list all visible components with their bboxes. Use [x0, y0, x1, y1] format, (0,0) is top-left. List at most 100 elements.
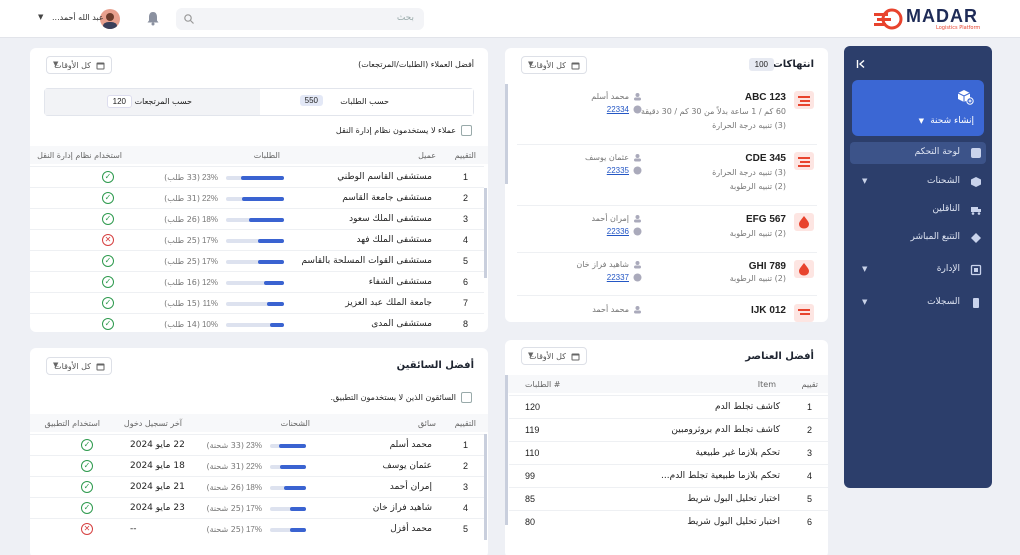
violation-item[interactable]: 789 GHI (2) تنبيه الرطوبة شاهيد فراز خان…: [505, 253, 828, 295]
driver-name: إمران أحمد: [591, 214, 629, 223]
order-percent: 18%: [201, 215, 218, 224]
violation-code: 123 ABC: [744, 92, 786, 103]
shipment-link[interactable]: 22335: [606, 166, 629, 175]
shipments-progress-bar: [270, 507, 306, 511]
tab-count: 120: [106, 95, 132, 108]
search-input[interactable]: بحث: [176, 8, 424, 30]
scrollbar[interactable]: [505, 375, 508, 525]
sidebar-item-carriers[interactable]: الناقلين: [844, 199, 992, 221]
tab-by-orders[interactable]: حسب الطلبات 550: [259, 89, 473, 115]
shipment-link[interactable]: 22334: [606, 105, 629, 114]
check-circle-icon: ✓: [102, 213, 114, 225]
check-circle-icon: ✓: [81, 460, 93, 472]
order-count: 99: [525, 471, 536, 481]
sidebar-item-shipments[interactable]: الشحنات ▼: [844, 171, 992, 193]
table-row[interactable]: 6 اختبار تحليل البول شريط 80: [509, 510, 828, 533]
order-percent: 17%: [201, 236, 218, 245]
truck-icon: [971, 207, 981, 215]
driver-name: عثمان يوسف: [584, 153, 629, 162]
table-row[interactable]: 4 شاهيد فراز خان 17% (25 شحنة) 23 مايو 2024 ✓: [30, 497, 484, 518]
no-tms-checkbox[interactable]: [461, 125, 472, 136]
table-row[interactable]: 8 مستشفى المدى 10% (14 طلب) ✓: [30, 313, 484, 332]
order-count: 80: [525, 517, 536, 527]
rank: 6: [462, 277, 468, 287]
table-row[interactable]: 6 مستشفى الشفاء 12% (16 طلب) ✓: [30, 271, 484, 292]
madar-logo[interactable]: MADAR Logistics Platform: [874, 6, 992, 32]
logo-tagline: Logistics Platform: [936, 25, 981, 31]
violation-item[interactable]: 012 IJK محمد أحمد: [505, 296, 828, 322]
sidebar-item-dashboard[interactable]: لوحة التحكم: [850, 142, 986, 164]
chevron-down-icon: ▼: [53, 361, 59, 369]
time-filter-dropdown[interactable]: كل الأوقات ▼: [46, 357, 112, 375]
violation-item[interactable]: 123 ABC 60 كم / 1 ساعة بدلاً من 30 كم / …: [505, 84, 828, 144]
tab-by-returns[interactable]: حسب المرتجعات 120: [45, 89, 260, 115]
table-header: التقييم عميل الطلبات استخدام نظام إدارة …: [30, 146, 488, 164]
customer-name: جامعة الملك عبد العزيز: [345, 298, 432, 308]
time-filter-dropdown[interactable]: كل الأوقات ▼: [521, 56, 587, 74]
table-row[interactable]: 5 مستشفى القوات المسلحة بالقاسم 17% (25 طلب…: [30, 250, 484, 271]
orders-progress-bar: [226, 176, 284, 180]
shipment-icon: [633, 166, 642, 175]
progress-fill: [289, 528, 306, 532]
no-app-checkbox[interactable]: [461, 392, 472, 403]
sidebar-item-logs[interactable]: السجلات ▼: [844, 292, 992, 314]
order-percent: 11%: [202, 299, 218, 308]
driver-name: شاهيد فراز خان: [576, 260, 629, 269]
table-row[interactable]: 7 جامعة الملك عبد العزيز 11% (15 طلب) ✓: [30, 292, 484, 313]
orders-progress-bar: [226, 197, 284, 201]
table-row[interactable]: 2 مستشفى جامعة القاسم 22% (31 طلب) ✓: [30, 187, 484, 208]
driver-name: محمد أفزل: [390, 524, 432, 534]
column-order-count: # الطلبات: [525, 380, 561, 389]
table-row[interactable]: 5 محمد أفزل 17% (25 شحنة) -- ✕: [30, 518, 484, 539]
last-login: 22 مايو 2024: [130, 440, 185, 450]
column-shipments: الشحنات: [280, 419, 310, 428]
bell-icon[interactable]: [146, 11, 160, 26]
violation-item[interactable]: 345 CDE (3) تنبيه درجة الحرارة (2) تنبيه…: [505, 145, 828, 205]
sidebar-item-live-tracking[interactable]: التتبع المباشر: [844, 227, 992, 249]
check-circle-icon: ✓: [102, 318, 114, 330]
order-percent: 12%: [201, 278, 218, 287]
orders-progress-bar: [226, 281, 284, 285]
table-row[interactable]: 3 تحكم بلازما غير طبيعية 110: [509, 441, 828, 464]
rank: 7: [462, 298, 468, 308]
table-row[interactable]: 2 كاشف تجلط الدم بروثرومبين 119: [509, 418, 828, 441]
sidebar-item-admin[interactable]: الإدارة ▼: [844, 259, 992, 281]
scrollbar[interactable]: [484, 188, 487, 278]
avatar[interactable]: [100, 9, 120, 29]
table-row[interactable]: 4 مستشفى الملك فهد 17% (25 طلب) ✕: [30, 229, 484, 250]
no-app-label: السائقون الذين لا يستخدمون التطبيق.: [330, 393, 456, 402]
check-circle-icon: ✓: [81, 502, 93, 514]
rank: 2: [806, 425, 812, 435]
rank: 5: [806, 494, 812, 504]
table-row[interactable]: 3 إمران أحمد 18% (26 شحنة) 21 مايو 2024 ✓: [30, 476, 484, 497]
table-row[interactable]: 4 تحكم بلازما طبيعية تجلط الدم... 99: [509, 464, 828, 487]
table-row[interactable]: 1 كاشف تجلط الدم 120: [509, 395, 828, 418]
order-percent: 10%: [201, 320, 218, 329]
time-filter-dropdown[interactable]: كل الأوقات ▼: [46, 56, 112, 74]
time-filter-dropdown[interactable]: كل الأوقات ▼: [521, 347, 587, 365]
collapse-sidebar-icon[interactable]: [856, 59, 866, 69]
violation-item[interactable]: 567 EFG (2) تنبيه الرطوبة إمران أحمد 223…: [505, 206, 828, 252]
shipments-progress-bar: [270, 465, 306, 469]
table-row[interactable]: 2 عثمان يوسف 22% (31 شحنة) 18 مايو 2024 ✓: [30, 455, 484, 476]
driver-name: محمد أسلم: [389, 440, 432, 450]
table-row[interactable]: 5 اختبار تحليل البول شريط 85: [509, 487, 828, 510]
create-shipment-button[interactable]: إنشاء شحنة ▼: [852, 80, 984, 136]
violation-code: 345 CDE: [745, 153, 786, 164]
rank: 3: [462, 214, 468, 224]
shipment-link[interactable]: 22336: [606, 227, 629, 236]
table-row[interactable]: 1 مستشفى القاسم الوطني 23% (33 طلب) ✓: [30, 166, 484, 187]
tab-label: حسب المرتجعات: [134, 97, 192, 106]
chevron-down-icon[interactable]: ▼: [38, 13, 44, 21]
table-row[interactable]: 3 مستشفى الملك سعود 18% (26 طلب) ✓: [30, 208, 484, 229]
rank: 4: [462, 503, 468, 513]
scrollbar[interactable]: [484, 434, 487, 540]
scrollbar[interactable]: [505, 84, 508, 184]
column-rank: التقييم: [454, 151, 476, 160]
table-row[interactable]: 1 محمد أسلم 23% (33 شحنة) 22 مايو 2024 ✓: [30, 434, 484, 455]
progress-fill: [257, 239, 284, 243]
last-login: --: [130, 524, 137, 534]
shipment-link[interactable]: 22337: [606, 273, 629, 282]
rank: 8: [462, 319, 468, 329]
user-name[interactable]: عبد الله أحمد...: [52, 13, 104, 22]
